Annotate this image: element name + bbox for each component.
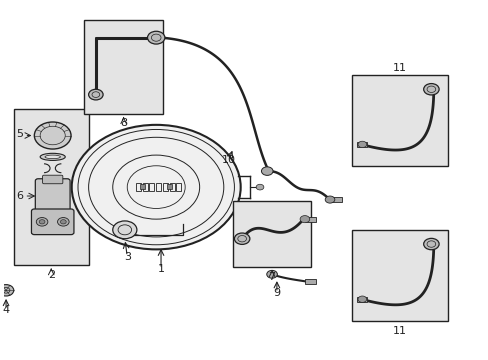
Text: 10: 10 xyxy=(221,156,235,166)
Bar xyxy=(167,184,172,189)
Bar xyxy=(233,201,310,267)
Bar xyxy=(329,197,342,202)
Circle shape xyxy=(423,238,438,250)
Text: 5: 5 xyxy=(16,129,23,139)
Text: 9: 9 xyxy=(273,288,280,298)
Circle shape xyxy=(88,89,103,100)
Circle shape xyxy=(147,31,164,44)
Bar xyxy=(351,230,447,320)
Bar xyxy=(169,183,174,192)
Circle shape xyxy=(266,270,277,278)
Text: 2: 2 xyxy=(47,270,55,280)
Circle shape xyxy=(61,220,66,224)
Circle shape xyxy=(0,285,14,296)
Text: 11: 11 xyxy=(392,63,406,73)
Circle shape xyxy=(113,221,137,239)
Circle shape xyxy=(357,296,366,302)
Bar xyxy=(176,183,181,192)
Circle shape xyxy=(261,167,272,175)
Text: 4: 4 xyxy=(2,305,10,315)
Circle shape xyxy=(34,122,71,149)
Circle shape xyxy=(58,217,69,226)
Bar xyxy=(356,297,366,302)
Bar xyxy=(351,75,447,166)
Bar xyxy=(136,183,141,192)
Circle shape xyxy=(234,233,249,244)
Circle shape xyxy=(300,216,309,223)
Bar xyxy=(140,184,145,189)
Ellipse shape xyxy=(45,155,61,159)
Bar xyxy=(305,217,316,222)
Bar xyxy=(142,183,147,192)
Ellipse shape xyxy=(40,153,65,161)
Bar xyxy=(83,20,163,114)
FancyBboxPatch shape xyxy=(42,175,63,184)
Bar xyxy=(356,142,366,147)
Circle shape xyxy=(423,84,438,95)
Circle shape xyxy=(39,220,45,224)
Text: 3: 3 xyxy=(123,252,130,261)
Circle shape xyxy=(72,125,240,249)
Circle shape xyxy=(325,196,334,203)
Text: 11: 11 xyxy=(392,325,406,336)
Text: 8: 8 xyxy=(120,118,127,128)
FancyBboxPatch shape xyxy=(35,179,70,213)
Circle shape xyxy=(256,184,264,190)
Bar xyxy=(163,183,167,192)
Circle shape xyxy=(357,141,366,148)
Bar xyxy=(305,279,315,284)
Bar xyxy=(14,109,88,265)
Bar xyxy=(156,183,161,192)
Circle shape xyxy=(36,217,48,226)
Bar xyxy=(149,183,154,192)
Text: 1: 1 xyxy=(157,264,164,274)
Text: 7: 7 xyxy=(268,272,275,282)
FancyBboxPatch shape xyxy=(31,209,74,235)
Text: 6: 6 xyxy=(16,191,23,201)
